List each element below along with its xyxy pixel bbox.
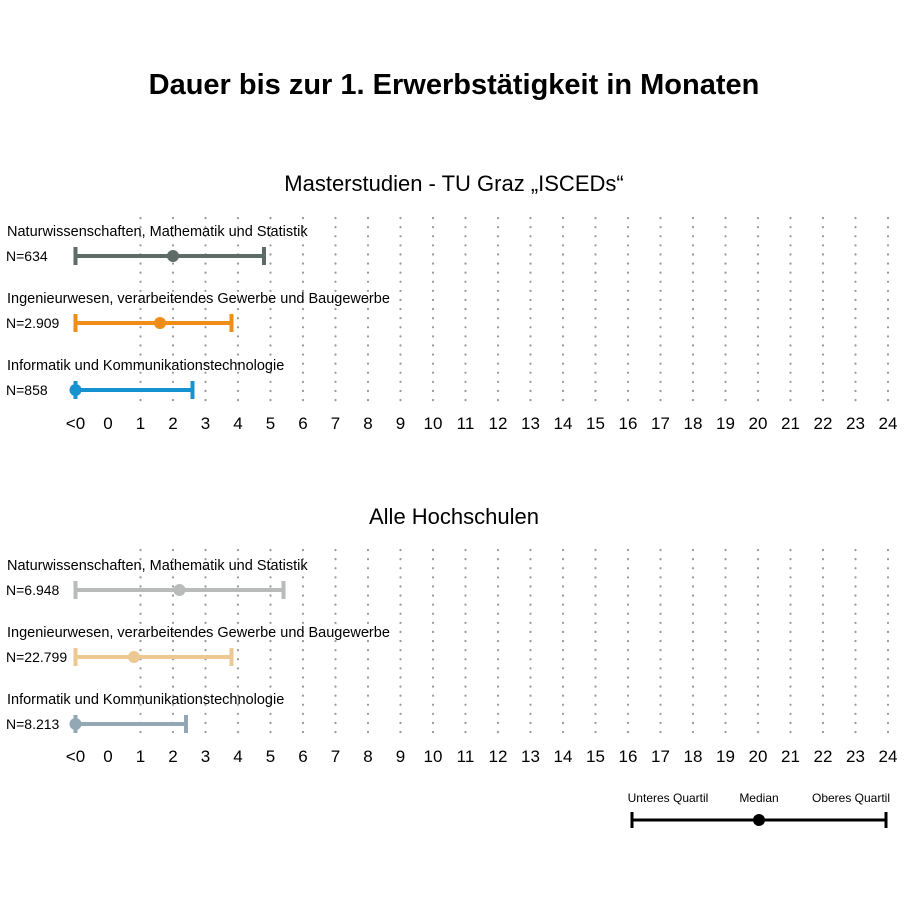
x-tick-label: 24 bbox=[879, 747, 898, 766]
x-tick-label: 10 bbox=[424, 747, 443, 766]
x-tick-label: <0 bbox=[66, 414, 85, 433]
x-tick-label: 8 bbox=[363, 747, 372, 766]
x-tick-label: 20 bbox=[749, 747, 768, 766]
x-tick-label: 21 bbox=[781, 747, 800, 766]
x-tick-label: 9 bbox=[396, 747, 405, 766]
x-tick-label: 20 bbox=[749, 414, 768, 433]
x-tick-label: 19 bbox=[716, 747, 735, 766]
series-row: Informatik und Kommunikationstechnologie… bbox=[6, 692, 284, 733]
panel-title: Alle Hochschulen bbox=[369, 504, 539, 529]
x-tick-label: 1 bbox=[136, 414, 145, 433]
x-tick-label: 2 bbox=[168, 414, 177, 433]
x-tick-label: 16 bbox=[619, 414, 638, 433]
median-point bbox=[128, 651, 140, 663]
panel-title: Masterstudien - TU Graz „ISCEDs“ bbox=[284, 171, 623, 196]
x-tick-label: 23 bbox=[846, 747, 865, 766]
x-tick-label: 13 bbox=[521, 747, 540, 766]
category-label: Ingenieurwesen, verarbeitendes Gewerbe u… bbox=[7, 625, 390, 641]
category-label: Informatik und Kommunikationstechnologie bbox=[7, 358, 284, 374]
x-tick-label: 18 bbox=[684, 747, 703, 766]
x-tick-label: 12 bbox=[489, 747, 508, 766]
n-label: N=858 bbox=[6, 382, 48, 398]
x-tick-label: 10 bbox=[424, 414, 443, 433]
series-row: Naturwissenschaften, Mathematik und Stat… bbox=[6, 558, 308, 599]
x-tick-label: 8 bbox=[363, 414, 372, 433]
n-label: N=6.948 bbox=[6, 582, 60, 598]
x-tick-label: 16 bbox=[619, 747, 638, 766]
x-tick-label: 5 bbox=[266, 414, 275, 433]
n-label: N=2.909 bbox=[6, 315, 60, 331]
x-tick-label: 1 bbox=[136, 747, 145, 766]
x-tick-label: 17 bbox=[651, 747, 670, 766]
chart-panels: Masterstudien - TU Graz „ISCEDs“<0 0 1 2 3 4 5… bbox=[6, 171, 897, 766]
legend-lower-label: Unteres Quartil bbox=[628, 791, 709, 805]
x-tick-label: 3 bbox=[201, 414, 210, 433]
x-tick-label: 24 bbox=[879, 414, 898, 433]
x-tick-label: 11 bbox=[457, 414, 475, 433]
median-point bbox=[154, 317, 166, 329]
x-tick-label: 7 bbox=[331, 747, 340, 766]
x-tick-label: <0 bbox=[66, 747, 85, 766]
x-tick-label: 14 bbox=[554, 747, 573, 766]
series-row: Naturwissenschaften, Mathematik und Stat… bbox=[6, 224, 308, 265]
x-tick-label: 6 bbox=[298, 747, 307, 766]
legend-upper-label: Oberes Quartil bbox=[812, 791, 890, 805]
x-tick-label: 22 bbox=[814, 747, 833, 766]
n-label: N=22.799 bbox=[6, 649, 67, 665]
x-tick-label: 21 bbox=[781, 414, 800, 433]
median-point bbox=[173, 584, 186, 596]
n-label: N=8.213 bbox=[6, 716, 60, 732]
series-row: Ingenieurwesen, verarbeitendes Gewerbe u… bbox=[6, 291, 390, 332]
x-tick-label: 6 bbox=[298, 414, 307, 433]
x-tick-label: 22 bbox=[814, 414, 833, 433]
x-tick-label: 5 bbox=[266, 747, 275, 766]
category-label: Naturwissenschaften, Mathematik und Stat… bbox=[7, 224, 308, 240]
x-tick-label: 13 bbox=[521, 414, 540, 433]
legend: Unteres Quartil Median Oberes Quartil bbox=[628, 791, 890, 828]
x-tick-label: 15 bbox=[586, 747, 605, 766]
category-label: Naturwissenschaften, Mathematik und Stat… bbox=[7, 558, 308, 574]
n-label: N=634 bbox=[6, 248, 48, 264]
x-tick-label: 9 bbox=[396, 414, 405, 433]
category-label: Ingenieurwesen, verarbeitendes Gewerbe u… bbox=[7, 291, 390, 307]
x-tick-label: 23 bbox=[846, 414, 865, 433]
x-tick-label: 15 bbox=[586, 414, 605, 433]
x-tick-label: 11 bbox=[457, 747, 475, 766]
panel-2: Alle Hochschulen<0 0 1 2 3 4 5 6 7 8 9 10 11 12 13 14 15… bbox=[6, 504, 897, 766]
legend-median-point bbox=[753, 814, 765, 826]
x-tick-label: 18 bbox=[684, 414, 703, 433]
x-tick-label: 4 bbox=[233, 747, 242, 766]
legend-median-label: Median bbox=[739, 791, 778, 805]
x-tick-label: 17 bbox=[651, 414, 670, 433]
x-tick-label: 7 bbox=[331, 414, 340, 433]
category-label: Informatik und Kommunikationstechnologie bbox=[7, 692, 284, 708]
x-tick-label: 0 bbox=[103, 747, 112, 766]
x-tick-label: 4 bbox=[233, 414, 242, 433]
x-tick-label: 14 bbox=[554, 414, 573, 433]
chart-title: Dauer bis zur 1. Erwerbstätigkeit in Mon… bbox=[149, 69, 760, 101]
median-point bbox=[167, 250, 179, 262]
panel-1: Masterstudien - TU Graz „ISCEDs“<0 0 1 2 3 4 5… bbox=[6, 171, 897, 433]
median-point bbox=[69, 718, 82, 730]
x-tick-label: 3 bbox=[201, 747, 210, 766]
series-row: Informatik und Kommunikationstechnologie… bbox=[6, 358, 284, 399]
x-tick-label: 2 bbox=[168, 747, 177, 766]
x-tick-label: 0 bbox=[103, 414, 112, 433]
median-point bbox=[69, 384, 82, 396]
series-row: Ingenieurwesen, verarbeitendes Gewerbe u… bbox=[6, 625, 390, 666]
x-tick-label: 19 bbox=[716, 414, 735, 433]
x-tick-label: 12 bbox=[489, 414, 508, 433]
